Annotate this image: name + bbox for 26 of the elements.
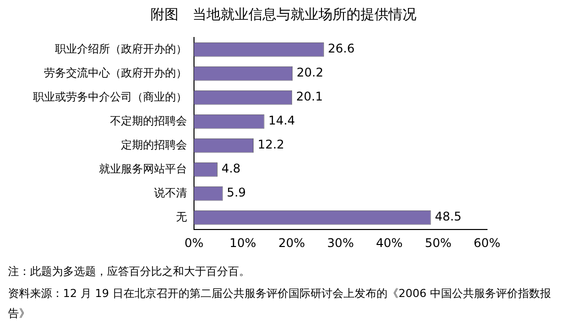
y-tick-label: 无 xyxy=(176,210,187,224)
data-label: 12.2 xyxy=(258,138,284,152)
data-label: 20.2 xyxy=(296,66,324,80)
x-tick-label: 10% xyxy=(229,236,256,250)
data-label: 26.6 xyxy=(328,42,355,56)
x-tick-label: 30% xyxy=(327,236,354,250)
y-tick-label: 职业或劳务中介公司（商业的） xyxy=(33,90,187,104)
data-label: 20.1 xyxy=(296,90,323,104)
text: 注：此题为多选题，应答百分比之和大于百分百。 xyxy=(8,264,251,280)
x-tick-label: 60% xyxy=(474,236,500,250)
chart-title: 附图 当地就业信息与就业场所的提供情况 xyxy=(150,6,418,25)
x-tick-label: 50% xyxy=(424,236,452,250)
data-label: 5.9 xyxy=(226,186,246,200)
x-tick-label: 0% xyxy=(184,236,204,250)
x-tick-label: 20% xyxy=(278,236,306,250)
y-tick-label: 劳务交流中心（政府开办的） xyxy=(44,66,187,80)
y-tick-label: 职业介绍所（政府开办的） xyxy=(55,42,187,56)
y-tick-label: 就业服务网站平台 xyxy=(99,162,187,176)
y-tick-label: 说不清 xyxy=(154,186,187,200)
data-label: 4.8 xyxy=(221,162,241,176)
y-tick-label: 定期的招聘会 xyxy=(121,138,187,152)
x-tick-label: 40% xyxy=(376,236,403,250)
data-label: 14.4 xyxy=(268,114,296,128)
text: 资料来源：12 月 19 日在北京召开的第二届公共服务评价国际研讨会上发布的《2006 中国公共服务评价指数报告》 xyxy=(8,286,552,322)
y-tick-label: 不定期的招聘会 xyxy=(110,114,187,128)
data-label: 48.5 xyxy=(434,210,462,224)
